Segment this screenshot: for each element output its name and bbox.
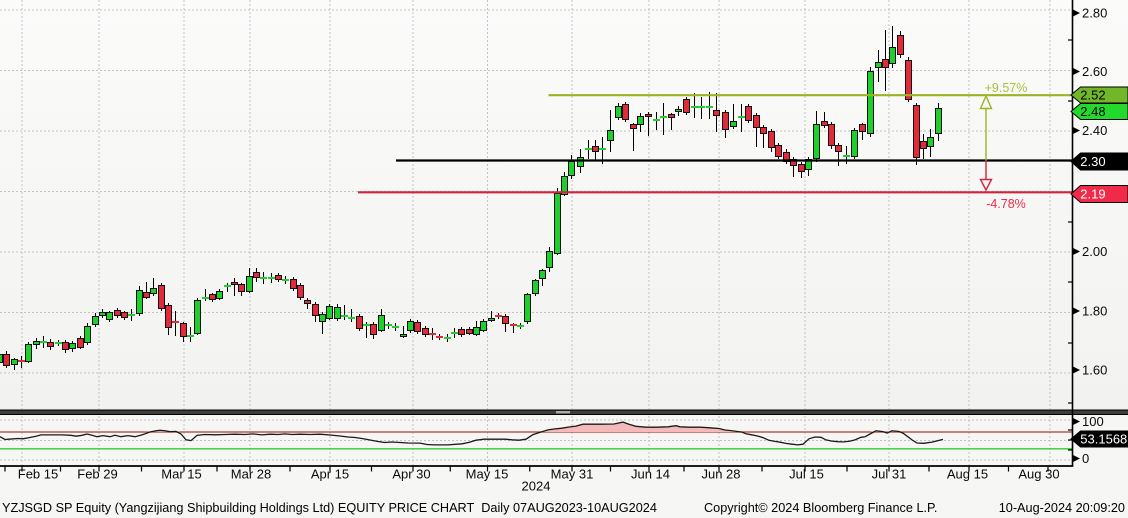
svg-text:Copyright© 2024 Bloomberg Fina: Copyright© 2024 Bloomberg Finance L.P. <box>704 501 937 515</box>
svg-text:2.40: 2.40 <box>1082 123 1107 138</box>
svg-text:2.60: 2.60 <box>1082 64 1107 79</box>
svg-text:Mar 28: Mar 28 <box>231 467 271 482</box>
svg-text:Jun 14: Jun 14 <box>631 467 670 482</box>
svg-text:-4.78%: -4.78% <box>986 197 1026 211</box>
svg-text:53.1568: 53.1568 <box>1080 432 1127 447</box>
svg-text:Jun 28: Jun 28 <box>701 467 740 482</box>
svg-text:Aug 30: Aug 30 <box>1018 467 1059 482</box>
svg-text:Jul 15: Jul 15 <box>789 467 824 482</box>
svg-text:100: 100 <box>1082 414 1104 429</box>
svg-text:YZJSGD SP Equity (Yangzijiang: YZJSGD SP Equity (Yangzijiang Shipbuildi… <box>2 501 657 515</box>
svg-text:Aug 15: Aug 15 <box>947 467 988 482</box>
svg-text:10-Aug-2024 20:09:20: 10-Aug-2024 20:09:20 <box>999 501 1125 515</box>
svg-text:0: 0 <box>1082 451 1089 466</box>
svg-text:Mar 15: Mar 15 <box>161 467 201 482</box>
svg-text:2.30: 2.30 <box>1080 154 1105 169</box>
svg-text:2024: 2024 <box>522 479 551 494</box>
svg-text:2.80: 2.80 <box>1082 6 1107 21</box>
svg-text:2.00: 2.00 <box>1082 244 1107 259</box>
svg-text:+9.57%: +9.57% <box>985 81 1028 95</box>
svg-text:2.48: 2.48 <box>1080 104 1105 119</box>
svg-text:May 15: May 15 <box>466 467 509 482</box>
svg-text:2.19: 2.19 <box>1080 187 1105 202</box>
svg-text:Jul 31: Jul 31 <box>872 467 907 482</box>
svg-text:2.52: 2.52 <box>1080 88 1105 103</box>
svg-text:Feb 15: Feb 15 <box>18 467 58 482</box>
svg-text:1.80: 1.80 <box>1082 304 1107 319</box>
svg-text:Apr 15: Apr 15 <box>311 467 349 482</box>
svg-text:1.60: 1.60 <box>1082 363 1107 378</box>
svg-text:Feb 29: Feb 29 <box>77 467 117 482</box>
svg-text:May 31: May 31 <box>551 467 594 482</box>
svg-text:Apr 30: Apr 30 <box>392 467 430 482</box>
